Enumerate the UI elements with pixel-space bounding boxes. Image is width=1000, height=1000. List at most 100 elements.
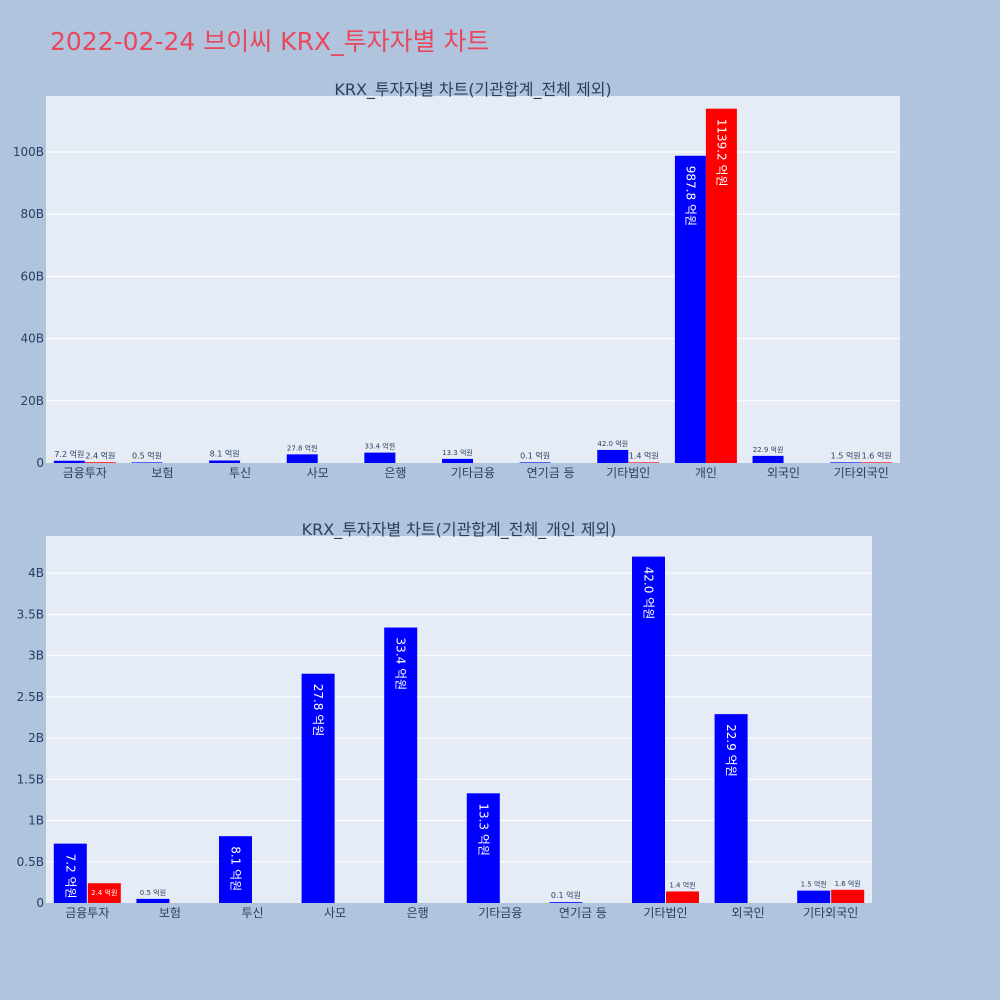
y-tick-label: 40B <box>20 332 44 346</box>
y-tick-label: 3B <box>28 649 44 663</box>
data-label: 42.0 억원 <box>642 567 656 620</box>
bar <box>286 454 318 463</box>
bar <box>861 462 893 463</box>
y-tick-label: 1B <box>28 814 44 828</box>
x-tick-label: 금융투자 <box>65 906 109 920</box>
bar <box>136 898 170 903</box>
bar <box>209 460 241 463</box>
bar <box>87 883 121 903</box>
x-tick-label: 사모 <box>307 466 329 480</box>
chart-2: 0 0.5B 1B 1.5B 2B 2.5B 3B 3.5B 4B KRX_투자자별 차트(기관합… <box>17 520 872 920</box>
x-tick-label: 기타금융 <box>478 906 522 920</box>
bar <box>674 155 706 463</box>
data-label: 2.4 억원 <box>91 888 117 897</box>
data-label: 7.2 억원 <box>63 854 77 899</box>
y-tick-label: 2B <box>28 731 44 745</box>
data-label: 2.4 억원 <box>85 450 115 460</box>
y-tick-label: 3.5B <box>17 607 44 621</box>
chart-title: KRX_투자자별 차트(기관합계_전체 제외) <box>334 80 611 100</box>
data-label: 1.4 억원 <box>669 880 695 889</box>
x-tick-label: 투신 <box>229 466 251 480</box>
x-tick-label: 보험 <box>151 466 173 480</box>
data-label: 42.0 억원 <box>597 439 628 448</box>
x-tick-label: 외국인 <box>732 906 765 920</box>
bar <box>714 714 748 903</box>
data-label: 33.4 억원 <box>365 442 396 451</box>
data-label: 27.8 억원 <box>311 684 325 737</box>
y-tick-label: 60B <box>20 269 44 283</box>
y-tick-label: 4B <box>28 566 44 580</box>
data-label: 1.5 억원 <box>801 880 827 889</box>
bar <box>53 460 85 463</box>
x-tick-label: 기타법인 <box>606 466 650 480</box>
bar <box>219 836 252 903</box>
data-label: 1.5 억원 <box>831 450 861 460</box>
x-tick-label: 금융투자 <box>63 466 107 480</box>
x-tick-label: 기타외국인 <box>834 466 889 480</box>
data-label: 33.4 억원 <box>394 638 408 691</box>
bar <box>628 462 660 463</box>
x-tick-label: 기타금융 <box>451 466 495 480</box>
y-tick-label: 2.5B <box>17 690 44 704</box>
bar <box>831 889 865 903</box>
data-label: 1.6 억원 <box>862 450 892 460</box>
data-label: 0.1 억원 <box>520 450 550 460</box>
y-tick-label: 1.5B <box>17 772 44 786</box>
x-tick-label: 은행 <box>407 905 429 920</box>
x-tick-label: 사모 <box>324 906 346 920</box>
y-tick-label: 100B <box>13 145 44 159</box>
bar <box>632 556 665 903</box>
bar <box>384 627 418 903</box>
x-tick-label: 보험 <box>159 906 181 920</box>
chart-1: 0 20B 40B 60B 80B 100B KRX_투자자별 차트(기관합계_전체 제외)… <box>13 80 900 480</box>
data-label: 13.3 억원 <box>442 448 473 457</box>
bar <box>830 462 862 463</box>
chart-title: KRX_투자자별 차트(기관합계_전체_개인 제외) <box>302 520 617 540</box>
bar <box>752 455 784 463</box>
data-label: 1139.2 억원 <box>714 119 728 187</box>
x-tick-label: 개인 <box>695 466 717 480</box>
data-label: 1.4 억원 <box>629 450 659 460</box>
data-label: 8.1 억원 <box>210 448 240 458</box>
bar <box>519 462 551 463</box>
data-label: 0.5 억원 <box>140 888 166 897</box>
data-label: 22.9 억원 <box>753 445 784 454</box>
bar <box>466 793 500 903</box>
y-tick-label: 0 <box>36 456 44 470</box>
bar <box>797 890 831 903</box>
data-label: 8.1 억원 <box>229 846 243 891</box>
x-tick-label: 기타법인 <box>643 906 687 920</box>
y-tick-label: 0 <box>36 896 44 910</box>
x-tick-label: 투신 <box>241 906 263 920</box>
bar <box>131 462 163 463</box>
data-label: 0.5 억원 <box>132 450 162 460</box>
data-label: 0.1 억원 <box>551 890 581 900</box>
data-label: 27.8 억원 <box>287 443 318 452</box>
data-label: 13.3 억원 <box>476 803 490 856</box>
bar <box>597 449 629 463</box>
x-tick-label: 연기금 등 <box>527 466 575 480</box>
x-tick-label: 은행 <box>384 465 406 480</box>
data-label: 987.8 억원 <box>683 166 697 226</box>
data-label: 7.2 억원 <box>54 449 84 459</box>
bar <box>301 673 335 903</box>
bar <box>666 891 699 903</box>
bar <box>364 452 396 463</box>
y-tick-label: 0.5B <box>17 855 44 869</box>
data-label: 22.9 억원 <box>724 724 738 777</box>
x-tick-label: 기타외국인 <box>803 906 858 920</box>
data-label: 1.6 억원 <box>835 879 861 888</box>
x-tick-label: 외국인 <box>767 466 800 480</box>
bar <box>705 108 737 464</box>
bar <box>442 458 473 463</box>
plot-area <box>46 536 872 903</box>
y-tick-label: 80B <box>20 207 44 221</box>
page-title: 2022-02-24 브이씨 KRX_투자자별 차트 <box>50 27 490 56</box>
x-tick-label: 연기금 등 <box>559 906 607 920</box>
bar <box>549 902 583 903</box>
bar <box>53 843 87 903</box>
bar <box>84 462 116 463</box>
y-tick-label: 20B <box>20 394 44 408</box>
plot-area <box>46 96 900 463</box>
